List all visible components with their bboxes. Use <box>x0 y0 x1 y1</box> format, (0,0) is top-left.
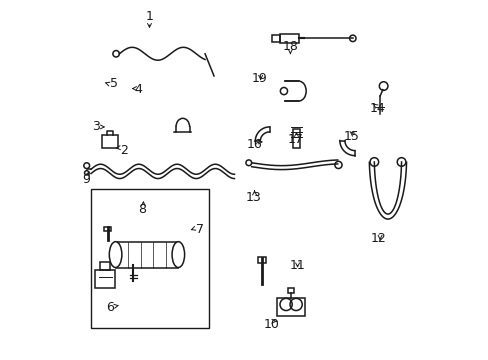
Text: 4: 4 <box>135 83 142 96</box>
Bar <box>272 35 280 41</box>
Bar <box>287 288 294 293</box>
Text: 13: 13 <box>245 191 261 204</box>
Bar <box>292 129 300 148</box>
Text: 3: 3 <box>92 121 100 134</box>
Bar <box>102 135 118 148</box>
Text: 1: 1 <box>145 10 153 23</box>
Bar <box>277 298 304 316</box>
Text: 19: 19 <box>251 72 267 85</box>
Text: 18: 18 <box>282 40 298 53</box>
Ellipse shape <box>109 242 122 267</box>
Text: 5: 5 <box>109 77 118 90</box>
Bar <box>280 34 298 43</box>
Text: 17: 17 <box>287 133 303 146</box>
Text: 7: 7 <box>195 223 203 236</box>
Text: 15: 15 <box>343 130 359 143</box>
Text: 9: 9 <box>82 173 90 186</box>
Bar <box>115 242 178 267</box>
Text: 8: 8 <box>138 203 146 216</box>
Text: 16: 16 <box>246 138 262 151</box>
Bar <box>257 257 265 263</box>
Text: 2: 2 <box>120 144 128 157</box>
Bar <box>104 226 111 231</box>
Ellipse shape <box>172 242 184 267</box>
Bar <box>100 262 110 270</box>
Bar <box>91 189 208 328</box>
Bar <box>95 270 115 288</box>
Text: 12: 12 <box>370 231 386 244</box>
Text: 11: 11 <box>289 259 305 272</box>
Text: 10: 10 <box>263 318 279 331</box>
Text: 14: 14 <box>369 103 385 116</box>
Text: 6: 6 <box>106 301 114 314</box>
